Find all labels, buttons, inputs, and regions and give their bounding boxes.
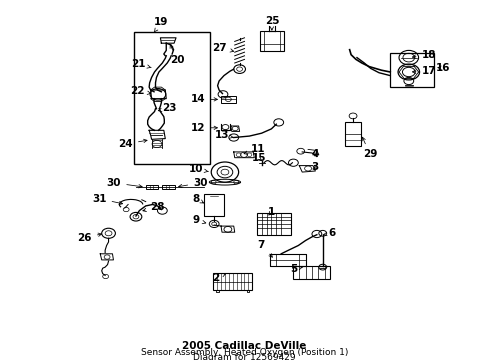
Text: 18: 18	[411, 50, 435, 60]
Text: 3: 3	[311, 162, 318, 172]
Text: 28: 28	[142, 202, 165, 212]
Text: 31: 31	[92, 194, 122, 204]
Text: 27: 27	[211, 42, 233, 53]
Bar	[293, 266, 329, 279]
Text: 2005 Cadillac DeVille: 2005 Cadillac DeVille	[182, 341, 306, 351]
Text: 30: 30	[178, 178, 207, 188]
Bar	[389, 53, 433, 87]
Text: 17: 17	[411, 66, 435, 76]
Bar	[162, 185, 174, 189]
Bar	[204, 194, 224, 216]
Text: 22: 22	[129, 86, 150, 96]
Text: 12: 12	[190, 123, 217, 133]
Text: 9: 9	[192, 215, 205, 225]
Text: Diagram for 12569429: Diagram for 12569429	[193, 354, 295, 360]
Bar	[256, 213, 290, 235]
Text: 15: 15	[251, 153, 266, 163]
Text: 16: 16	[435, 63, 450, 73]
Text: 19: 19	[154, 17, 168, 32]
Text: 21: 21	[131, 59, 151, 69]
Text: 23: 23	[158, 103, 177, 113]
Text: 5: 5	[289, 264, 302, 274]
Text: 11: 11	[244, 144, 264, 154]
Text: 13: 13	[214, 130, 232, 140]
Text: 26: 26	[77, 233, 102, 243]
Bar	[260, 31, 283, 51]
Bar	[134, 32, 210, 164]
Text: 7: 7	[257, 240, 272, 257]
Text: 30: 30	[106, 178, 142, 188]
Text: 2: 2	[211, 273, 225, 283]
Bar	[345, 122, 360, 146]
Text: 25: 25	[264, 16, 279, 30]
Bar	[212, 273, 251, 290]
Bar	[221, 96, 235, 103]
Text: 24: 24	[118, 139, 147, 149]
Text: 20: 20	[170, 45, 184, 66]
Text: 4: 4	[311, 149, 318, 159]
Bar	[145, 185, 158, 189]
Text: 8: 8	[192, 194, 203, 204]
Text: 29: 29	[362, 137, 376, 159]
Text: Sensor Assembly, Heated Oxygen (Position 1): Sensor Assembly, Heated Oxygen (Position…	[141, 348, 347, 356]
Text: 1: 1	[267, 207, 275, 217]
Text: 10: 10	[188, 164, 208, 174]
Text: 14: 14	[190, 94, 217, 104]
Text: 6: 6	[323, 228, 335, 238]
